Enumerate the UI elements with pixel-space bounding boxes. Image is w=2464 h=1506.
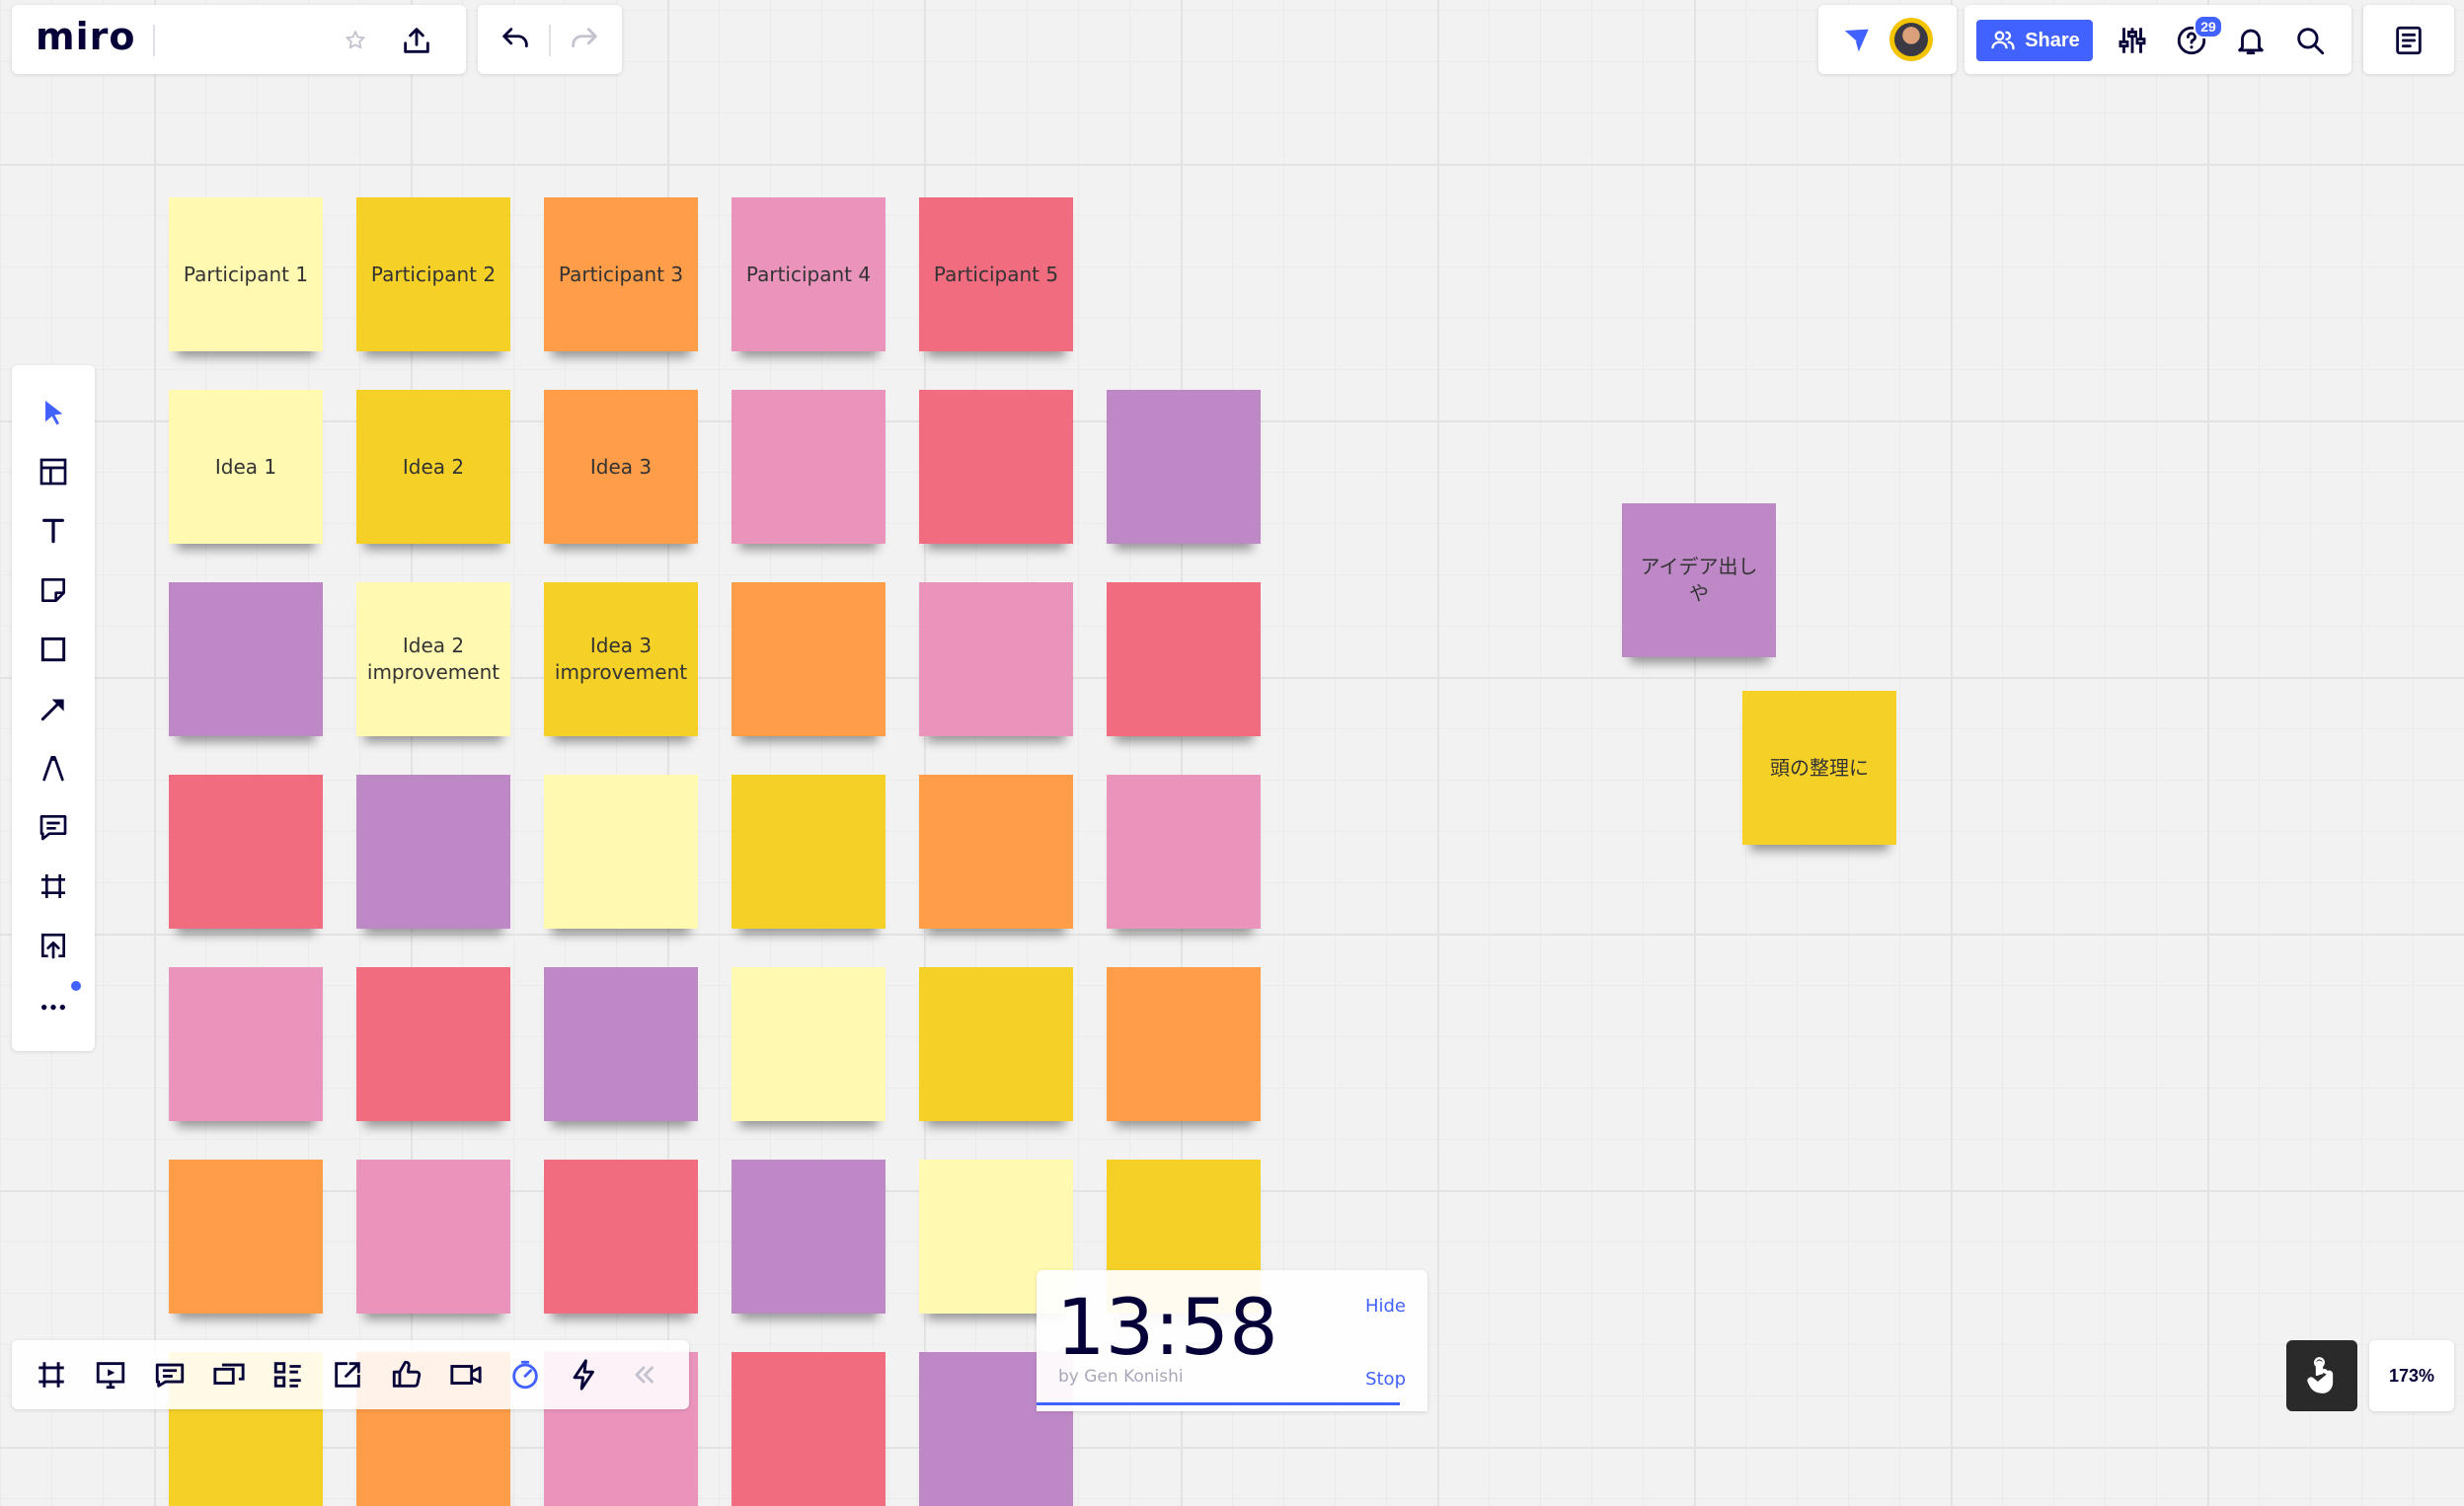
- sticky-note[interactable]: [732, 390, 886, 544]
- timer-icon[interactable]: [505, 1355, 545, 1394]
- lightning-icon[interactable]: [565, 1355, 604, 1394]
- sticky-note[interactable]: [169, 1160, 323, 1314]
- help-badge: 29: [2194, 15, 2223, 38]
- video-chat-icon[interactable]: [446, 1355, 486, 1394]
- undo-icon[interactable]: [496, 21, 535, 60]
- cards-icon[interactable]: [150, 1355, 190, 1394]
- sticky-note-japanese[interactable]: アイデア出しや: [1622, 503, 1776, 657]
- timer-owner: by Gen Konishi: [1058, 1367, 1184, 1387]
- sticky-note[interactable]: [1107, 967, 1261, 1121]
- collapse-icon[interactable]: [624, 1355, 663, 1394]
- bottom-toolbar: [12, 1340, 689, 1409]
- sticky-note-icon[interactable]: [34, 570, 73, 610]
- sticky-note[interactable]: [732, 1160, 886, 1314]
- board-name-field[interactable]: [170, 27, 328, 54]
- sticky-note[interactable]: [732, 582, 886, 736]
- sticky-note[interactable]: Participant 3: [544, 197, 698, 351]
- sticky-note[interactable]: [1107, 775, 1261, 929]
- sticky-note[interactable]: Idea 2: [356, 390, 510, 544]
- pen-icon[interactable]: [34, 748, 73, 788]
- sticky-note[interactable]: [356, 775, 510, 929]
- sticky-note[interactable]: Idea 3 improvement: [544, 582, 698, 736]
- share-label: Share: [2025, 29, 2080, 51]
- people-icon: [1991, 31, 2015, 50]
- sticky-note-japanese[interactable]: 頭の整理に: [1742, 691, 1896, 845]
- settings-sliders-icon[interactable]: [2113, 21, 2152, 60]
- export-icon[interactable]: [328, 1355, 367, 1394]
- timer-widget: 13:58 by Gen Konishi Hide Stop: [1037, 1270, 1427, 1411]
- share-button[interactable]: Share: [1976, 20, 2093, 61]
- help-icon[interactable]: [2172, 21, 2211, 60]
- templates-icon[interactable]: [34, 452, 73, 491]
- sticky-note[interactable]: [544, 967, 698, 1121]
- redo-icon[interactable]: [565, 21, 604, 60]
- sticky-note[interactable]: Idea 2 improvement: [356, 582, 510, 736]
- more-indicator-dot: [71, 981, 81, 991]
- timer-progress-bar: [1037, 1402, 1401, 1405]
- divider: [153, 25, 155, 56]
- cursor-follow-icon[interactable]: [1836, 21, 1876, 60]
- sticky-note[interactable]: [732, 775, 886, 929]
- sticky-note[interactable]: Participant 1: [169, 197, 323, 351]
- hand-pointer-icon: [2307, 1357, 2334, 1393]
- sticky-note[interactable]: [732, 967, 886, 1121]
- divider: [549, 25, 551, 56]
- kanban-icon[interactable]: [269, 1355, 308, 1394]
- comment-icon[interactable]: [34, 807, 73, 847]
- right-tools-panel: Share 29: [1964, 5, 2351, 74]
- sticky-note[interactable]: [1107, 582, 1261, 736]
- connection-line-icon[interactable]: [34, 689, 73, 728]
- sticky-note[interactable]: [169, 582, 323, 736]
- timer-hide-link[interactable]: Hide: [1364, 1296, 1406, 1317]
- presentation-icon[interactable]: [91, 1355, 130, 1394]
- sticky-note[interactable]: [732, 1352, 886, 1506]
- select-icon[interactable]: [34, 393, 73, 432]
- sticky-note[interactable]: Idea 1: [169, 390, 323, 544]
- zoom-level[interactable]: 173%: [2369, 1340, 2454, 1411]
- sticky-note[interactable]: Participant 2: [356, 197, 510, 351]
- sticky-note[interactable]: [919, 967, 1073, 1121]
- board-notes-icon[interactable]: [2389, 21, 2428, 60]
- top-left-panel: miro: [12, 5, 466, 74]
- sticky-note[interactable]: Participant 5: [919, 197, 1073, 351]
- left-toolbar: [12, 365, 95, 1051]
- sticky-note[interactable]: [919, 775, 1073, 929]
- sticky-note[interactable]: [919, 390, 1073, 544]
- sticky-note[interactable]: [544, 1160, 698, 1314]
- voting-icon[interactable]: [387, 1355, 426, 1394]
- export-upload-icon[interactable]: [397, 21, 436, 60]
- star-icon[interactable]: [338, 23, 373, 58]
- timer-time: 13:58: [1056, 1284, 1278, 1373]
- sticky-note[interactable]: [356, 1160, 510, 1314]
- upload-icon[interactable]: [34, 926, 73, 965]
- sticky-note[interactable]: [1107, 390, 1261, 544]
- sticky-note[interactable]: [544, 775, 698, 929]
- sticky-note[interactable]: Participant 4: [732, 197, 886, 351]
- sticky-note[interactable]: [169, 775, 323, 929]
- avatar[interactable]: [1889, 18, 1933, 61]
- screen-share-icon[interactable]: [209, 1355, 249, 1394]
- hand-tool-button[interactable]: [2286, 1340, 2357, 1411]
- timer-stop-link[interactable]: Stop: [1365, 1369, 1406, 1390]
- text-icon[interactable]: [34, 511, 73, 551]
- sticky-note[interactable]: [169, 967, 323, 1121]
- search-icon[interactable]: [2290, 21, 2330, 60]
- sticky-note[interactable]: [356, 967, 510, 1121]
- avatar-face-icon: [1894, 23, 1928, 56]
- sticky-note[interactable]: Idea 3: [544, 390, 698, 544]
- board-menu-panel: [2363, 5, 2454, 74]
- more-icon[interactable]: [34, 985, 73, 1024]
- shape-icon[interactable]: [34, 630, 73, 669]
- frames-icon[interactable]: [32, 1355, 71, 1394]
- notifications-bell-icon[interactable]: [2231, 21, 2271, 60]
- miro-logo[interactable]: miro: [36, 15, 136, 58]
- collaborators-panel: [1818, 5, 1957, 74]
- undo-redo-panel: [478, 5, 622, 74]
- sticky-note[interactable]: [919, 582, 1073, 736]
- frame-icon[interactable]: [34, 866, 73, 906]
